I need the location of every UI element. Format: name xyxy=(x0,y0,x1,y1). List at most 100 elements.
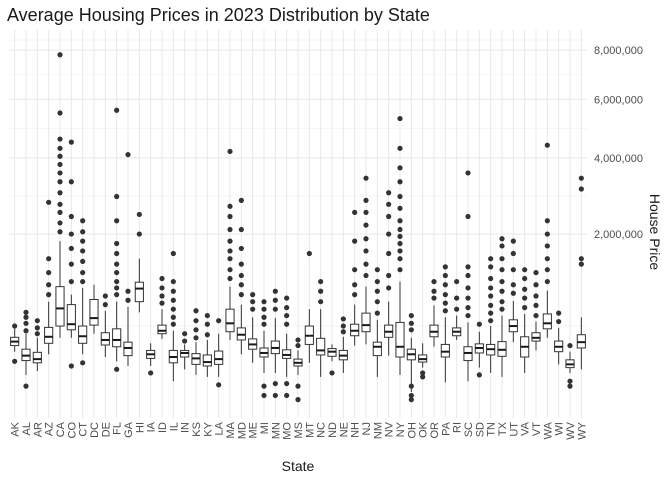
outlier-point xyxy=(556,310,562,316)
iqr-box xyxy=(542,313,552,330)
outlier-point xyxy=(522,295,528,301)
x-tick-label: RI xyxy=(452,422,464,433)
outlier-point xyxy=(386,250,392,257)
outlier-point xyxy=(499,243,505,249)
x-tick-label: MD xyxy=(236,422,248,439)
outlier-point xyxy=(578,175,584,181)
iqr-box xyxy=(100,332,110,346)
box-AR xyxy=(32,318,42,372)
outlier-point xyxy=(23,309,29,315)
outlier-point xyxy=(352,292,358,298)
outlier-point xyxy=(227,213,233,220)
y-axis-tick-labels: 2,000,000 4,000,000 6,000,000 8,000,000 xyxy=(594,45,643,241)
box-NE xyxy=(338,316,348,373)
outlier-point xyxy=(284,295,290,301)
outlier-point xyxy=(386,272,392,279)
iqr-box xyxy=(316,337,326,356)
box-MS xyxy=(293,337,303,403)
outlier-point xyxy=(23,328,29,334)
x-tick-label: FL xyxy=(112,422,124,435)
outlier-point xyxy=(408,320,414,326)
box-NC xyxy=(316,278,326,377)
iqr-box xyxy=(361,312,371,333)
iqr-box xyxy=(225,308,235,333)
outlier-point xyxy=(68,139,74,145)
outlier-point xyxy=(227,238,233,244)
outlier-point xyxy=(499,288,505,294)
iqr-box xyxy=(372,341,382,357)
outlier-point xyxy=(136,211,142,218)
outlier-point xyxy=(114,261,120,267)
outlier-point xyxy=(318,288,324,294)
x-tick-label: NJ xyxy=(361,422,373,435)
outlier-point xyxy=(544,256,550,262)
outlier-point xyxy=(261,321,267,327)
box-GA xyxy=(123,152,133,366)
outlier-point xyxy=(476,321,482,327)
iqr-box xyxy=(32,351,42,364)
box-VA xyxy=(520,267,530,373)
outlier-point xyxy=(363,248,369,254)
outlier-point xyxy=(374,288,380,294)
outlier-point xyxy=(488,264,494,270)
outlier-point xyxy=(488,293,494,299)
box-AL xyxy=(21,309,31,389)
box-MT xyxy=(304,250,314,363)
outlier-point xyxy=(272,392,278,399)
outlier-point xyxy=(216,382,222,388)
outlier-point xyxy=(397,205,403,211)
x-tick-label: ME xyxy=(248,422,260,439)
y-axis-title: House Price xyxy=(647,194,663,270)
outlier-point xyxy=(182,331,188,337)
x-tick-label: KY xyxy=(202,421,214,436)
outlier-point xyxy=(114,285,120,291)
outlier-point xyxy=(193,318,199,324)
outlier-point xyxy=(57,190,63,196)
outlier-point xyxy=(295,383,301,389)
outlier-point xyxy=(204,312,210,319)
x-tick-label: WY xyxy=(576,421,588,439)
outlier-point xyxy=(363,272,369,279)
outlier-point xyxy=(46,292,52,298)
outlier-point xyxy=(102,293,108,299)
outlier-point xyxy=(272,380,278,387)
iqr-box xyxy=(89,299,99,326)
outlier-point xyxy=(442,308,448,314)
box-MI xyxy=(259,299,269,399)
outlier-point xyxy=(465,305,471,311)
outlier-point xyxy=(488,302,494,308)
box-UT xyxy=(508,238,518,343)
box-WV xyxy=(565,342,575,389)
outlier-point xyxy=(68,231,74,237)
outlier-point xyxy=(533,302,539,308)
iqr-box xyxy=(157,324,167,335)
x-tick-label: AZ xyxy=(44,422,56,436)
outlier-point xyxy=(499,267,505,273)
x-tick-label: OR xyxy=(429,422,441,439)
iqr-box xyxy=(78,325,88,344)
outlier-point xyxy=(23,320,29,326)
outlier-point xyxy=(125,297,131,303)
outlier-point xyxy=(363,209,369,215)
x-tick-label: DC xyxy=(89,422,101,438)
box-MN xyxy=(270,288,280,399)
x-tick-label: NY xyxy=(395,421,407,437)
outlier-point xyxy=(114,292,120,298)
box-plots xyxy=(10,52,586,403)
box-TN xyxy=(486,256,496,373)
box-WI xyxy=(554,310,564,365)
outlier-point xyxy=(193,327,199,333)
iqr-box xyxy=(134,281,144,303)
box-WY xyxy=(576,175,586,370)
outlier-point xyxy=(136,231,142,237)
y-tick-label: 6,000,000 xyxy=(594,94,643,106)
outlier-point xyxy=(57,110,63,116)
x-tick-label: UT xyxy=(508,422,520,437)
outlier-point xyxy=(80,229,86,235)
outlier-point xyxy=(170,314,176,320)
outlier-point xyxy=(170,321,176,327)
outlier-point xyxy=(431,295,437,301)
outlier-point xyxy=(578,186,584,192)
box-DC xyxy=(89,284,99,334)
outlier-point xyxy=(363,222,369,228)
